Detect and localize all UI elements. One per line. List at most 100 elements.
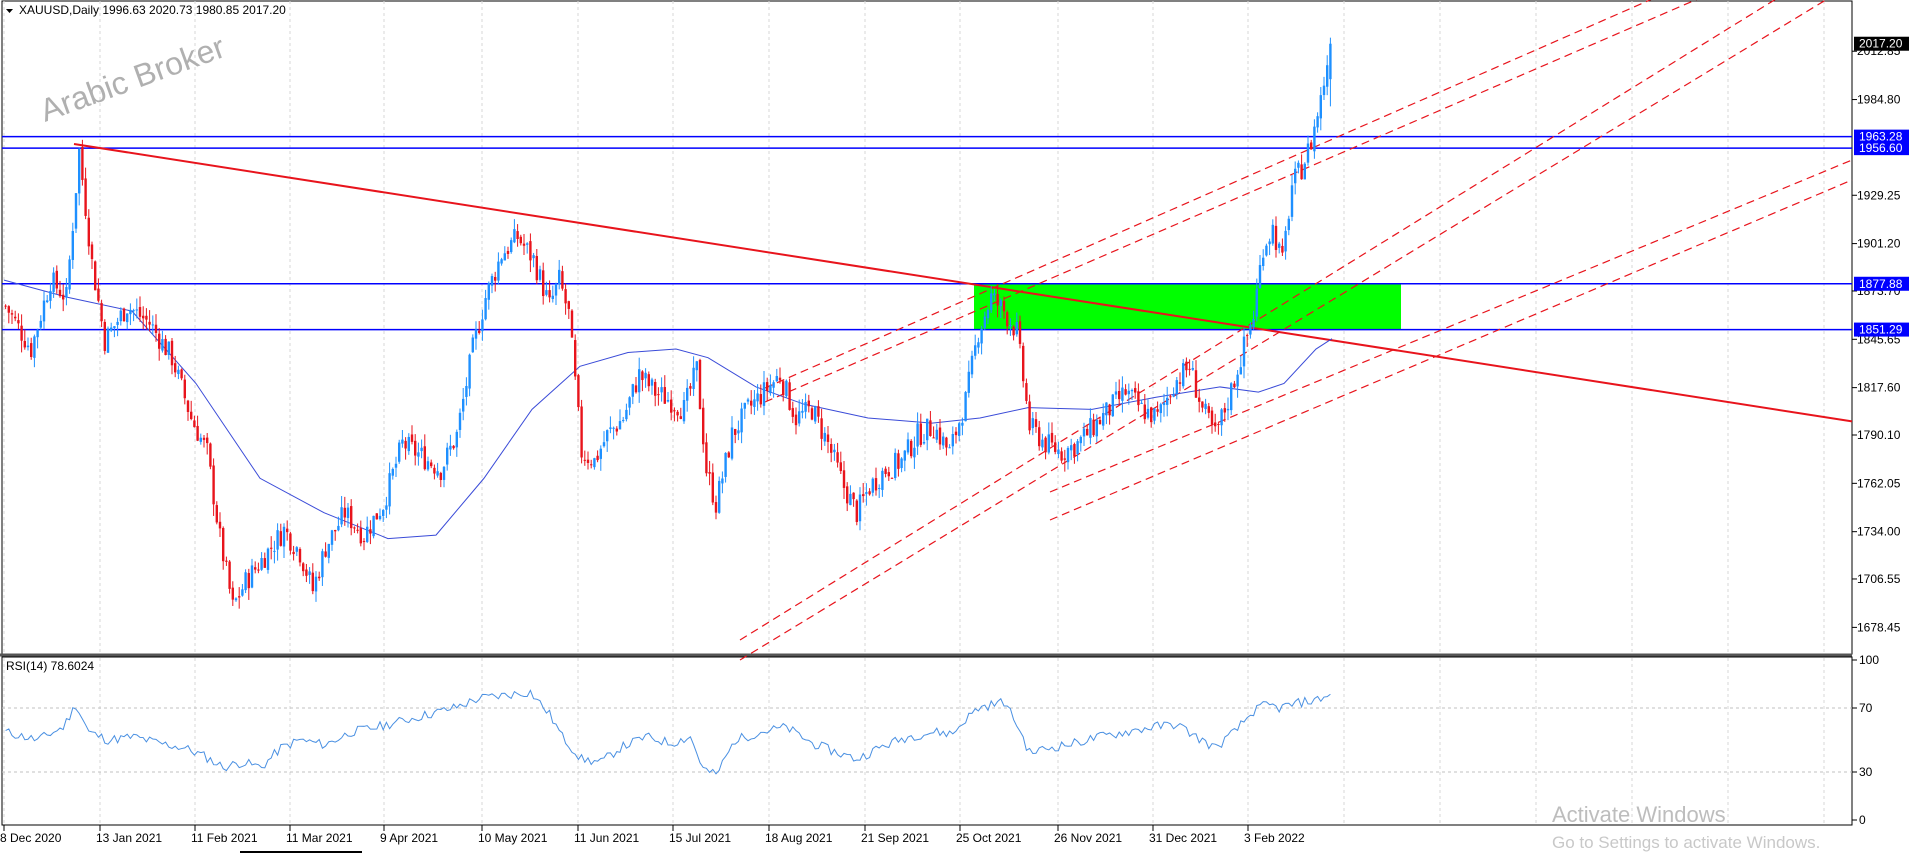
rsi-tick-label: 100 bbox=[1859, 653, 1879, 667]
candle bbox=[1223, 402, 1226, 422]
candle-body bbox=[148, 321, 151, 325]
candle bbox=[1108, 403, 1111, 425]
candle bbox=[273, 540, 276, 564]
candle bbox=[321, 548, 324, 586]
price-tick-label: 1762.05 bbox=[1857, 476, 1901, 490]
candle-body bbox=[334, 530, 337, 532]
candle bbox=[145, 308, 148, 330]
candle-body bbox=[417, 452, 420, 457]
candle-body bbox=[564, 289, 567, 304]
candle bbox=[743, 402, 746, 420]
candle-body bbox=[538, 269, 542, 280]
candle bbox=[727, 451, 730, 459]
candle-body bbox=[554, 283, 558, 296]
candle bbox=[1239, 355, 1242, 375]
candle bbox=[1182, 358, 1185, 389]
time-tick-label: 9 Apr 2021 bbox=[380, 831, 438, 845]
candle-body bbox=[484, 298, 487, 320]
time-axis[interactable]: 8 Dec 2020 13 Jan 2021 11 Feb 2021 11 Mar 2… bbox=[0, 825, 1305, 853]
candle-body bbox=[599, 448, 602, 459]
candle-body bbox=[158, 333, 161, 349]
candle bbox=[615, 426, 618, 436]
candle-body bbox=[1156, 409, 1159, 412]
candle bbox=[580, 399, 583, 464]
candle-body bbox=[890, 477, 894, 479]
candle bbox=[967, 360, 970, 398]
candle bbox=[871, 477, 874, 497]
candle bbox=[151, 315, 154, 335]
candle-body bbox=[954, 431, 958, 436]
candle-body bbox=[279, 531, 282, 546]
rsi-tick-label: 70 bbox=[1859, 701, 1873, 715]
price-axis[interactable]: 2012.851984.801929.251901.201873.701845.… bbox=[1852, 44, 1901, 634]
candle-body bbox=[1082, 428, 1086, 437]
candle bbox=[337, 516, 340, 532]
candle bbox=[1172, 387, 1175, 398]
candle bbox=[196, 415, 199, 442]
candle-body bbox=[993, 293, 996, 296]
candle-body bbox=[916, 423, 919, 447]
candle-body bbox=[1249, 325, 1252, 335]
candle bbox=[148, 310, 151, 332]
candle bbox=[618, 409, 622, 430]
candle-body bbox=[929, 420, 932, 436]
candle-body bbox=[401, 439, 404, 444]
candle-body bbox=[897, 453, 900, 469]
candle bbox=[1265, 243, 1268, 257]
candle-body bbox=[618, 421, 622, 430]
candle-body bbox=[807, 400, 810, 407]
symbol-menu-icon[interactable] bbox=[6, 9, 13, 13]
candle-body bbox=[174, 363, 177, 373]
candle-body bbox=[862, 494, 865, 497]
candle bbox=[1082, 422, 1086, 447]
candle bbox=[1207, 402, 1210, 419]
candle-body bbox=[826, 434, 830, 442]
candle-body bbox=[740, 408, 743, 433]
price-tag-box bbox=[1854, 141, 1909, 156]
candle-body bbox=[1278, 243, 1281, 248]
candle bbox=[420, 439, 423, 459]
candle bbox=[442, 465, 446, 488]
candle bbox=[222, 526, 225, 570]
candle-body bbox=[1146, 408, 1150, 418]
candle-body bbox=[180, 369, 183, 379]
candle bbox=[193, 415, 196, 428]
candle-body bbox=[938, 427, 942, 445]
candle bbox=[689, 383, 692, 396]
candle bbox=[164, 335, 167, 356]
candle bbox=[305, 563, 308, 583]
rsi-levels bbox=[2, 707, 1852, 773]
candle bbox=[929, 410, 932, 437]
candle bbox=[1278, 241, 1281, 254]
candle bbox=[810, 406, 814, 421]
candle-body bbox=[551, 295, 554, 300]
candle-body bbox=[282, 526, 286, 547]
candle-body bbox=[36, 329, 39, 338]
price-tick-label: 1706.55 bbox=[1857, 572, 1901, 586]
candle-body bbox=[730, 427, 734, 459]
candle bbox=[766, 377, 769, 401]
candle bbox=[295, 546, 298, 557]
candle-body bbox=[711, 472, 714, 503]
candle-body bbox=[785, 380, 788, 397]
candle-body bbox=[689, 386, 692, 389]
candle-body bbox=[951, 434, 954, 447]
candle bbox=[394, 456, 398, 477]
candle-body bbox=[804, 401, 807, 412]
candle bbox=[948, 444, 951, 449]
candle-body bbox=[714, 502, 718, 513]
candle-body bbox=[526, 243, 529, 245]
candle-body bbox=[452, 445, 455, 449]
candle bbox=[938, 419, 942, 450]
candle bbox=[558, 259, 561, 290]
candle-body bbox=[708, 472, 711, 474]
candle bbox=[1258, 254, 1262, 289]
candle bbox=[407, 433, 410, 455]
candle bbox=[202, 435, 206, 448]
candle-body bbox=[372, 515, 375, 537]
candle-body bbox=[353, 527, 356, 529]
candle-body bbox=[586, 459, 590, 463]
candle-body bbox=[932, 437, 935, 439]
candle-body bbox=[535, 255, 538, 281]
candle-body bbox=[436, 471, 439, 476]
